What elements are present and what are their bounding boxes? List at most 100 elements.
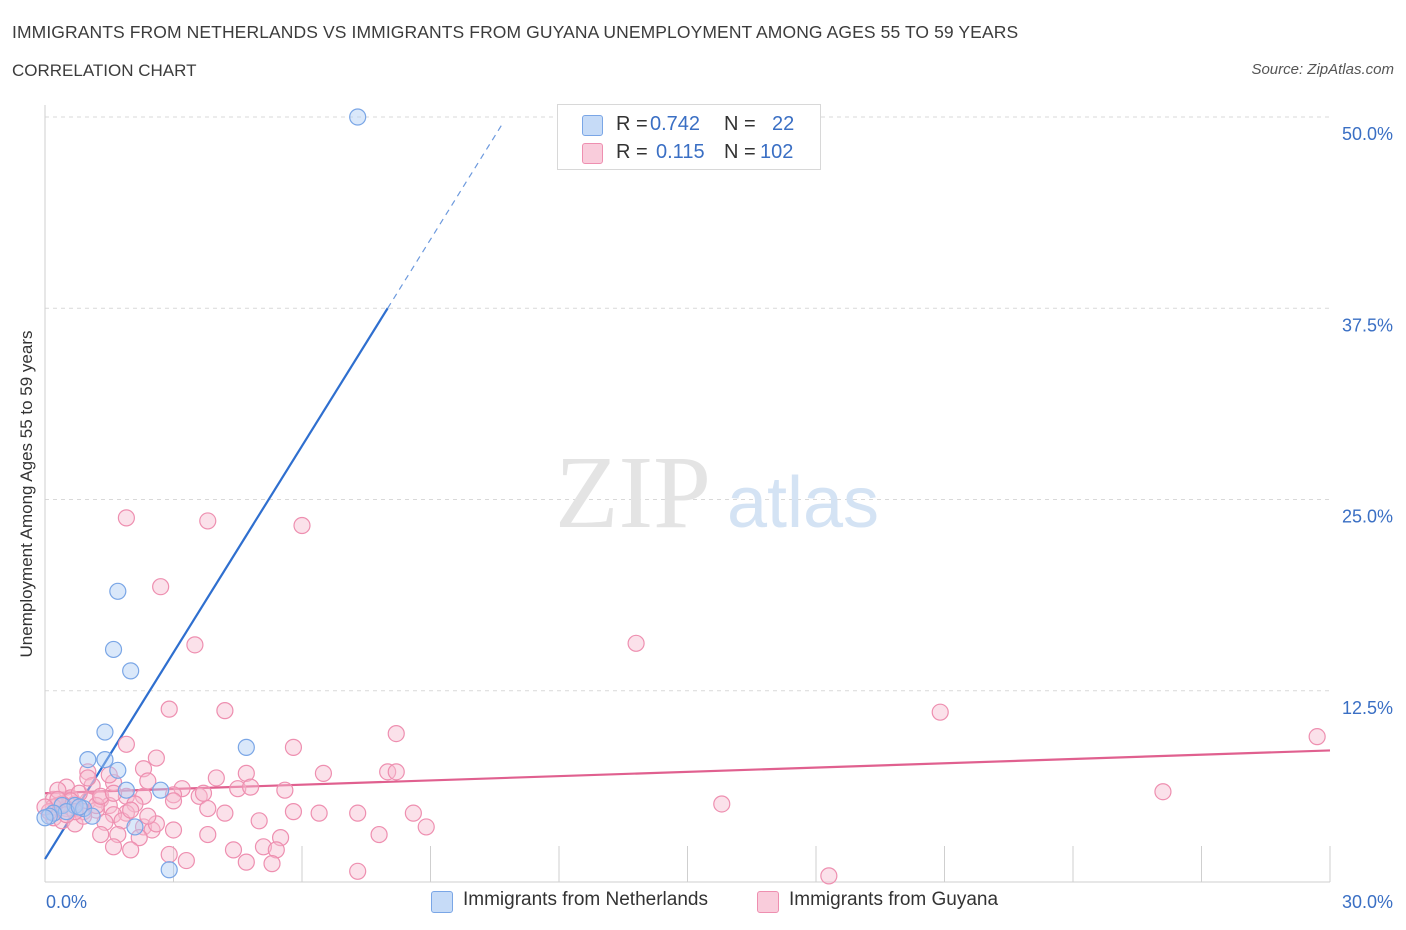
trend-line-guyana: [44, 749, 1331, 795]
stats-legend: R = 0.742 N = 22 R = 0.115 N = 102: [557, 104, 821, 170]
point-guyana: [229, 780, 247, 798]
point-guyana: [117, 735, 135, 753]
point-guyana: [224, 841, 243, 859]
point-guyana: [417, 818, 435, 836]
point-guyana: [237, 764, 255, 782]
point-guyana: [194, 784, 213, 802]
legend-n-value: 102: [760, 141, 794, 163]
point-netherlands: [79, 750, 97, 769]
point-guyana: [349, 804, 367, 822]
point-guyana: [284, 738, 303, 756]
point-guyana: [87, 796, 106, 815]
point-netherlands: [83, 807, 101, 825]
point-guyana: [310, 804, 328, 822]
point-guyana: [130, 829, 148, 847]
point-netherlands: [160, 861, 178, 879]
point-guyana: [122, 801, 140, 819]
legend-swatch-netherlands: [582, 115, 603, 136]
point-guyana: [820, 867, 838, 885]
legend-r-label: R =: [616, 113, 648, 135]
point-guyana: [164, 821, 183, 839]
point-guyana: [92, 825, 110, 844]
point-guyana: [199, 799, 217, 818]
chart-subtitle: CORRELATION CHART: [12, 61, 197, 80]
watermark-zip: ZIP: [555, 435, 711, 550]
point-guyana: [79, 763, 97, 781]
point-guyana: [250, 812, 268, 830]
point-guyana: [160, 700, 178, 718]
point-guyana: [242, 778, 260, 796]
point-guyana: [152, 578, 170, 596]
point-netherlands: [36, 809, 54, 827]
bottom-legend-label: Immigrants from Netherlands: [463, 889, 708, 910]
point-guyana: [387, 724, 405, 743]
legend-swatch-guyana: [582, 143, 603, 164]
point-netherlands: [109, 761, 127, 779]
point-guyana: [370, 825, 388, 844]
point-guyana: [117, 509, 135, 527]
point-guyana: [207, 769, 225, 787]
legend-r-value: 0.115: [656, 141, 705, 163]
point-guyana: [164, 792, 183, 810]
point-guyana: [216, 702, 234, 720]
point-netherlands: [57, 803, 76, 821]
point-guyana: [267, 841, 285, 859]
point-guyana: [164, 786, 183, 804]
point-netherlands: [122, 662, 140, 680]
point-guyana: [284, 803, 303, 821]
point-guyana: [199, 512, 217, 530]
y-tick-label: 25.0%: [1342, 507, 1393, 527]
point-guyana: [160, 845, 178, 864]
legend-n-value: 22: [772, 113, 795, 135]
data-points: [36, 108, 1326, 885]
legend-r-value: 0.742: [650, 113, 701, 135]
point-netherlands: [152, 781, 170, 799]
y-tick-label: 12.5%: [1342, 698, 1393, 718]
point-netherlands: [104, 640, 123, 659]
bottom-legend-label: Immigrants from Guyana: [789, 889, 999, 910]
legend-n-label: N =: [724, 141, 756, 163]
tick-labels: 12.5% 25.0% 37.5% 50.0% 0.0% 30.0%: [46, 124, 1393, 912]
point-guyana: [147, 749, 165, 767]
point-guyana: [931, 703, 949, 721]
point-netherlands: [96, 750, 114, 769]
y-tick-label: 37.5%: [1342, 315, 1393, 335]
point-netherlands: [349, 108, 367, 126]
point-guyana: [263, 855, 281, 873]
y-tick-label: 50.0%: [1342, 124, 1393, 144]
grid-lines: [45, 116, 1330, 692]
point-guyana: [627, 634, 645, 652]
x-tick-label: 0.0%: [46, 892, 87, 912]
trend-line-netherlands-extension: [387, 122, 504, 309]
point-guyana: [122, 841, 140, 859]
x-tick-label: 30.0%: [1342, 892, 1393, 912]
point-guyana: [139, 807, 157, 825]
point-guyana: [104, 838, 123, 856]
point-guyana: [314, 764, 333, 782]
point-netherlands: [70, 798, 88, 816]
chart-title: IMMIGRANTS FROM NETHERLANDS VS IMMIGRANT…: [12, 22, 1019, 42]
point-guyana: [254, 838, 273, 856]
point-netherlands: [96, 723, 114, 741]
point-netherlands: [109, 582, 127, 600]
point-guyana: [1154, 783, 1172, 801]
point-netherlands: [117, 781, 135, 799]
point-guyana: [387, 763, 405, 781]
point-guyana: [349, 862, 367, 880]
point-guyana: [216, 804, 234, 822]
point-guyana: [293, 516, 311, 535]
point-guyana: [79, 769, 97, 787]
watermark: ZIP atlas: [555, 435, 879, 550]
legend-n-label: N =: [724, 113, 756, 135]
point-netherlands: [237, 738, 255, 756]
point-guyana: [199, 825, 217, 844]
bottom-legend-swatch-guyana: [757, 891, 779, 913]
axes: [44, 105, 1331, 883]
point-netherlands: [126, 818, 144, 836]
point-guyana: [276, 781, 294, 799]
point-guyana: [1308, 728, 1326, 746]
point-guyana: [404, 804, 422, 822]
watermark-atlas: atlas: [727, 463, 879, 543]
point-guyana: [237, 853, 255, 871]
